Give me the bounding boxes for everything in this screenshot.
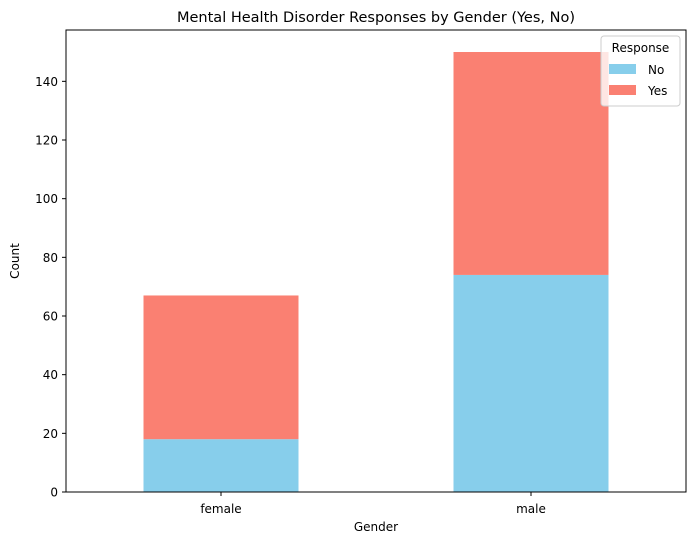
legend-title: Response — [612, 41, 670, 55]
y-axis-label: Count — [8, 243, 22, 279]
y-tick-label: 100 — [35, 192, 58, 206]
y-tick-label: 0 — [50, 486, 58, 500]
y-tick-label: 120 — [35, 134, 58, 148]
x-axis-label: Gender — [354, 520, 398, 534]
legend-swatch-yes — [609, 85, 636, 95]
y-tick-label: 60 — [43, 310, 58, 324]
chart-title: Mental Health Disorder Responses by Gend… — [177, 10, 575, 26]
x-tick-label: male — [516, 502, 546, 516]
legend: Response No Yes — [600, 35, 681, 107]
bars-layer — [143, 52, 609, 492]
y-axis: 0 20 40 60 80 100 120 140 — [35, 75, 66, 500]
y-tick-label: 40 — [43, 368, 58, 382]
bar-yes-male — [453, 52, 609, 275]
y-tick-label: 140 — [35, 75, 58, 89]
legend-swatch-no — [609, 64, 636, 74]
x-tick-label: female — [200, 502, 241, 516]
bar-no-female — [143, 439, 299, 492]
y-tick-label: 80 — [43, 251, 58, 265]
legend-label-no: No — [648, 63, 664, 77]
bar-no-male — [453, 274, 609, 492]
plot-frame — [65, 29, 687, 493]
bar-yes-female — [143, 295, 299, 440]
legend-label-yes: Yes — [647, 84, 667, 98]
x-axis: female male — [200, 492, 546, 516]
y-tick-label: 20 — [43, 427, 58, 441]
